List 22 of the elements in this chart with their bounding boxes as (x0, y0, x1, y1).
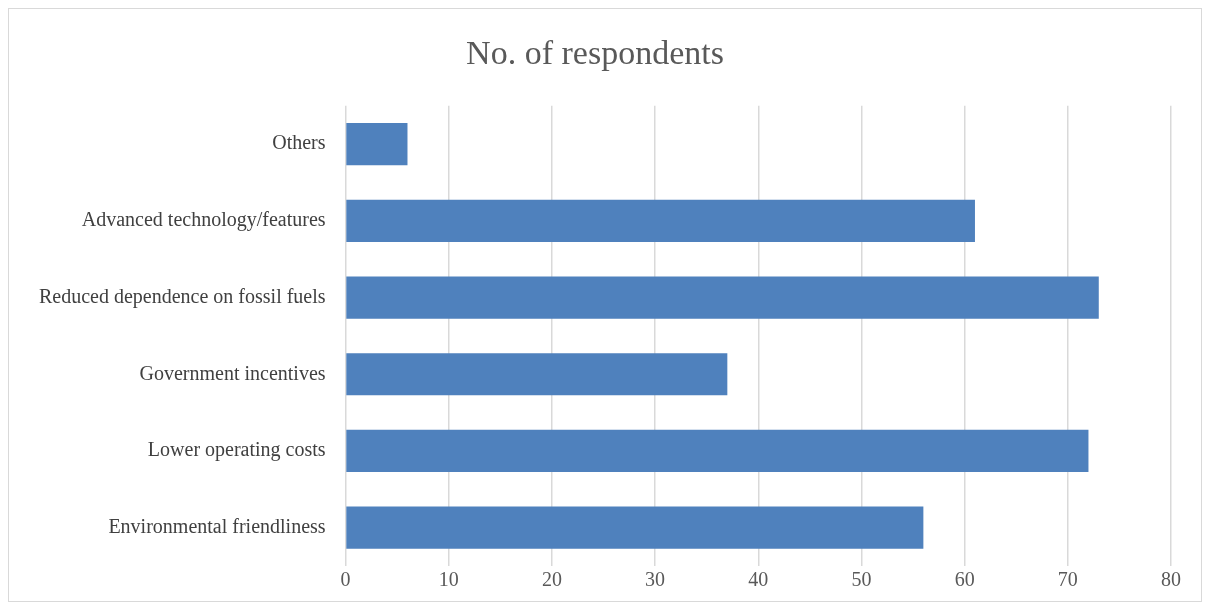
x-tick-label: 50 (851, 568, 872, 591)
bar (346, 199, 975, 242)
x-tick-label: 80 (1161, 568, 1181, 591)
y-tick-label: Reduced dependence on fossil fuels (38, 284, 326, 308)
y-tick-label: Lower operating costs (147, 438, 326, 462)
x-tick-label: 10 (438, 568, 459, 591)
y-tick-label: Environmental friendliness (108, 514, 326, 537)
y-tick-label: Others (272, 131, 326, 154)
x-tick-label: 40 (748, 568, 769, 591)
x-tick-label: 70 (1057, 568, 1078, 591)
bar (346, 276, 1099, 319)
bar (346, 353, 728, 396)
bar (346, 506, 924, 549)
bar (346, 123, 408, 166)
x-tick-label: 30 (645, 568, 666, 591)
x-tick-label: 20 (541, 568, 562, 591)
y-tick-label: Advanced technology/features (81, 208, 326, 232)
bar (346, 429, 1089, 473)
x-tick-label: 0 (340, 568, 351, 591)
x-tick-label: 60 (954, 568, 975, 591)
chart-title: No. of respondents (466, 34, 724, 72)
y-tick-label: Government incentives (139, 361, 326, 384)
